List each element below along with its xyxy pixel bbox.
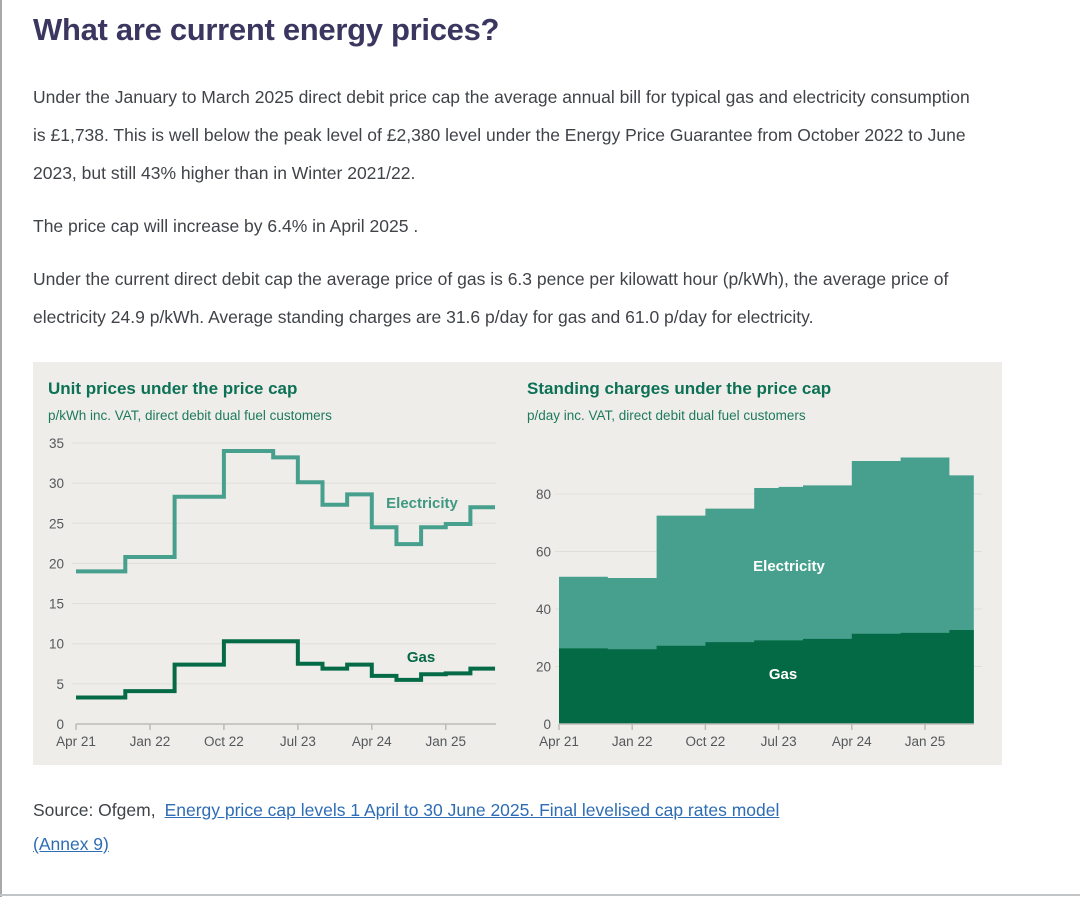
unit-prices-chart-title: Unit prices under the price cap [48, 379, 298, 398]
standing-charges-chart: Standing charges under the price cap p/d… [527, 376, 993, 765]
y-axis-label: 5 [56, 677, 64, 692]
paragraph-annual-bill: Under the January to March 2025 direct d… [33, 87, 970, 183]
y-axis-label: 10 [49, 637, 64, 652]
x-axis-label: Apr 24 [832, 734, 872, 749]
gas-series-label: Gas [769, 666, 797, 683]
standing-charges-chart-subtitle: p/day inc. VAT, direct debit dual fuel c… [527, 408, 806, 423]
x-axis-label: Apr 24 [352, 734, 392, 749]
x-axis-label: Jan 22 [130, 734, 171, 749]
x-axis-label: Apr 21 [56, 734, 96, 749]
x-axis-label: Oct 22 [204, 734, 244, 749]
x-axis-label: Jul 23 [761, 734, 797, 749]
y-axis-label: 60 [536, 545, 551, 560]
y-axis-label: 35 [49, 436, 64, 451]
source-line: Source: Ofgem, Energy price cap levels 1 … [33, 793, 1020, 861]
gas-line [76, 639, 496, 700]
x-axis-label: Jan 25 [425, 734, 466, 749]
y-axis-label: 0 [56, 717, 64, 732]
gas-series-label: Gas [407, 649, 435, 666]
paragraph-unit-prices: Under the current direct debit cap the a… [33, 269, 949, 327]
unit-prices-plot: 0 5 10 15 20 25 30 35 Apr 21 Jan 22 Oct 22 Jul 23 Ap… [48, 429, 503, 751]
y-axis-label: 80 [536, 487, 551, 502]
unit-prices-chart-subtitle: p/kWh inc. VAT, direct debit dual fuel c… [48, 408, 332, 423]
y-axis-label: 15 [49, 597, 64, 612]
charts-panel: Unit prices under the price cap p/kWh in… [33, 362, 1002, 765]
paragraph-cap-increase: The price cap will increase by 6.4% in A… [33, 216, 419, 236]
electricity-line [76, 448, 496, 574]
y-axis-label: 30 [49, 476, 64, 491]
unit-prices-chart: Unit prices under the price cap p/kWh in… [48, 376, 503, 765]
chart-canvas: 0 5 10 15 20 25 30 35 Apr 21 Jan 22 Oct 22 Jul 23 Ap… [49, 436, 496, 749]
y-axis-label: 40 [536, 602, 551, 617]
page-title: What are current energy prices? [33, 12, 500, 47]
x-axis-label: Jan 25 [905, 734, 946, 749]
source-link-line2: (Annex 9) [33, 834, 109, 854]
left-edge-line [0, 0, 2, 897]
x-axis-label: Jul 23 [280, 734, 316, 749]
x-axis-label: Jan 22 [612, 734, 653, 749]
y-axis-label: 20 [536, 660, 551, 675]
standing-charges-chart-title: Standing charges under the price cap [527, 379, 832, 398]
gas-area [559, 629, 974, 724]
standing-charges-plot: 0 20 40 60 80 Apr 21 Jan 22 Oct 22 Jul 23 Apr 24 J… [527, 429, 993, 751]
bottom-divider-line [0, 894, 1080, 896]
electricity-series-label: Electricity [753, 558, 825, 575]
source-link[interactable]: Energy price cap levels 1 April to 30 Ju… [33, 800, 779, 854]
y-axis-label: 20 [49, 556, 64, 571]
electricity-series-label: Electricity [386, 495, 458, 512]
x-axis-label: Apr 21 [539, 734, 579, 749]
x-axis-label: Oct 22 [686, 734, 726, 749]
y-axis-label: 25 [49, 516, 64, 531]
source-link-line1: Energy price cap levels 1 April to 30 Ju… [164, 800, 780, 820]
source-prefix: Source: Ofgem, [33, 800, 156, 820]
chart-canvas: 0 20 40 60 80 Apr 21 Jan 22 Oct 22 Jul 23 Apr 24 J… [536, 457, 982, 749]
y-axis-label: 0 [543, 717, 551, 732]
